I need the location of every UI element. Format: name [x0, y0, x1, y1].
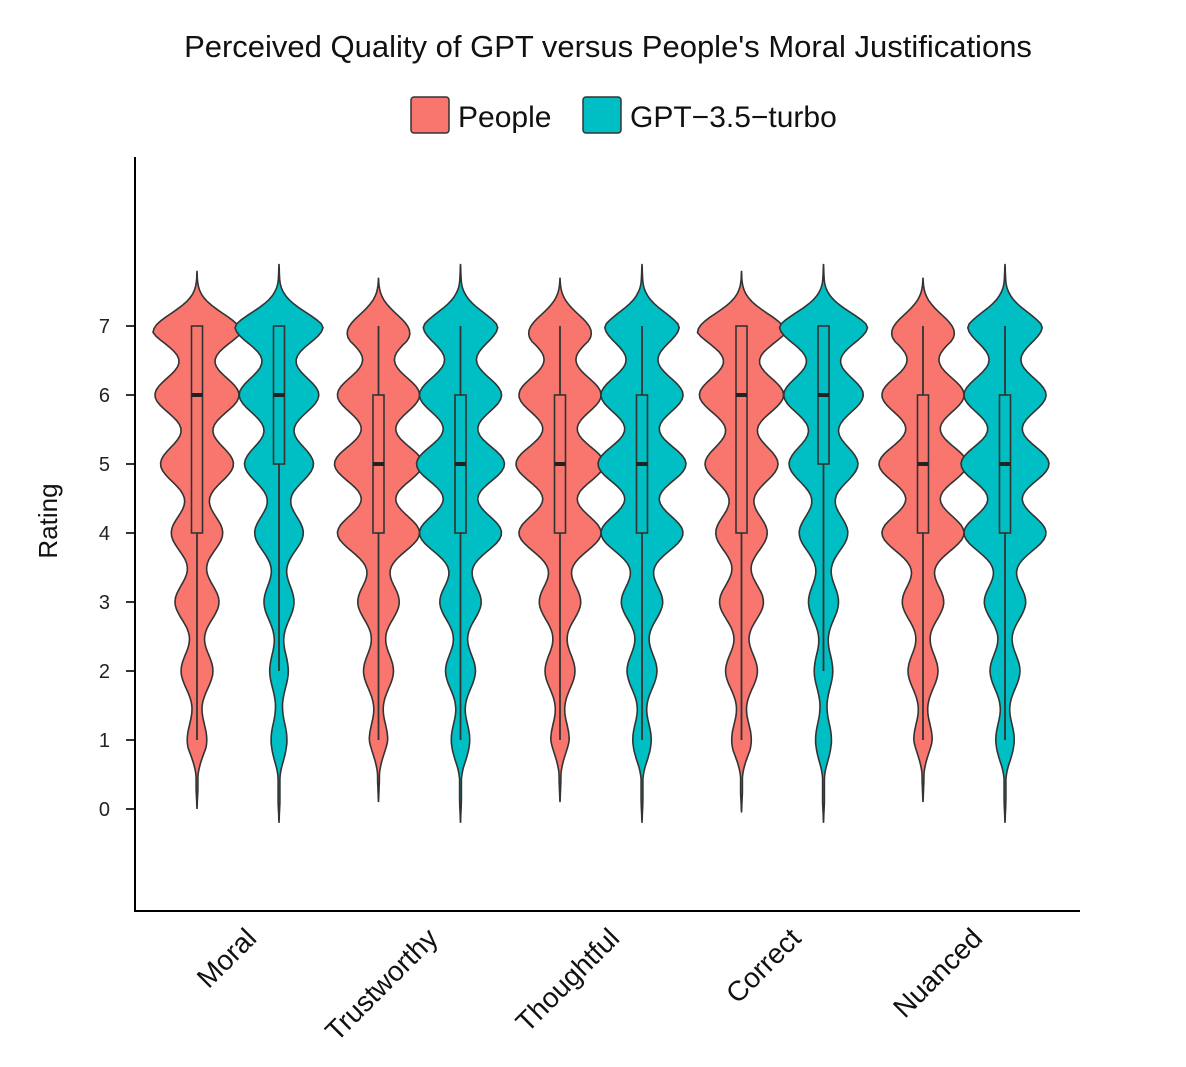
violin-correct-gpt — [778, 263, 869, 823]
x-categories: Moral Trustworthy Thoughtful Correct Nuanced — [191, 922, 988, 1047]
x-category-label: Moral — [191, 922, 262, 993]
violin-trustworthy-gpt — [415, 263, 506, 823]
violin-nuanced-gpt — [960, 263, 1050, 823]
x-category-label: Thoughtful — [510, 922, 625, 1037]
x-category-label: Correct — [720, 922, 807, 1009]
y-tick-label: 1 — [99, 730, 110, 752]
y-tick-label: 0 — [99, 799, 110, 821]
chart-title: Perceived Quality of GPT versus People's… — [184, 29, 1032, 64]
legend-label-gpt: GPT−3.5−turbo — [630, 101, 837, 134]
violin-nuanced-people — [878, 277, 968, 803]
legend: People GPT−3.5−turbo — [410, 96, 837, 134]
y-tick-label: 3 — [99, 592, 110, 614]
y-tick-label: 6 — [99, 385, 110, 407]
violin-thoughtful-gpt — [597, 263, 687, 823]
legend-label-people: People — [458, 101, 551, 134]
y-tick-label: 2 — [99, 661, 110, 683]
legend-swatch-people — [410, 96, 450, 134]
legend-swatch-gpt — [582, 96, 622, 134]
y-tick-label: 7 — [99, 316, 110, 338]
x-category-label: Trustworthy — [319, 922, 444, 1047]
violin-layer — [152, 263, 1050, 823]
box-iqr — [735, 325, 748, 534]
y-ticks: 0 1 2 3 4 5 6 7 — [99, 316, 135, 821]
x-category-label: Nuanced — [887, 922, 988, 1023]
box-iqr — [190, 325, 204, 534]
violin-moral-gpt — [234, 263, 324, 823]
violin-moral-people — [152, 270, 242, 810]
violin-thoughtful-people — [515, 277, 605, 803]
violin-trustworthy-people — [333, 277, 424, 803]
y-axis-title: Rating — [33, 483, 63, 558]
y-tick-label: 4 — [99, 523, 110, 545]
y-tick-label: 5 — [99, 454, 110, 476]
violin-correct-people — [696, 270, 787, 813]
